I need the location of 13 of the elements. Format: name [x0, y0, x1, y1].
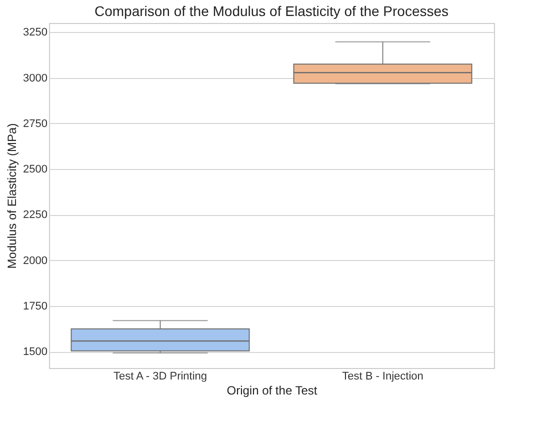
chart-title: Comparison of the Modulus of Elasticity of the Processes [94, 3, 449, 19]
y-tick-label: 3000 [23, 72, 48, 84]
y-tick-label: 2500 [23, 164, 48, 176]
y-tick-label: 3250 [23, 26, 48, 39]
y-tick-label: 2250 [23, 209, 48, 222]
y-tick-label: 2000 [23, 254, 48, 267]
x-axis-title: Origin of the Test [226, 384, 318, 398]
x-tick-label: Test A - 3D Printing [113, 370, 208, 382]
y-tick-label: 1500 [23, 346, 48, 358]
y-axis-title: Modulus of Elasticity (MPa) [5, 123, 20, 269]
x-tick-label: Test B - Injection [342, 370, 424, 382]
y-tick-label: 2750 [23, 118, 48, 130]
y-tick-label: 1750 [23, 300, 48, 312]
